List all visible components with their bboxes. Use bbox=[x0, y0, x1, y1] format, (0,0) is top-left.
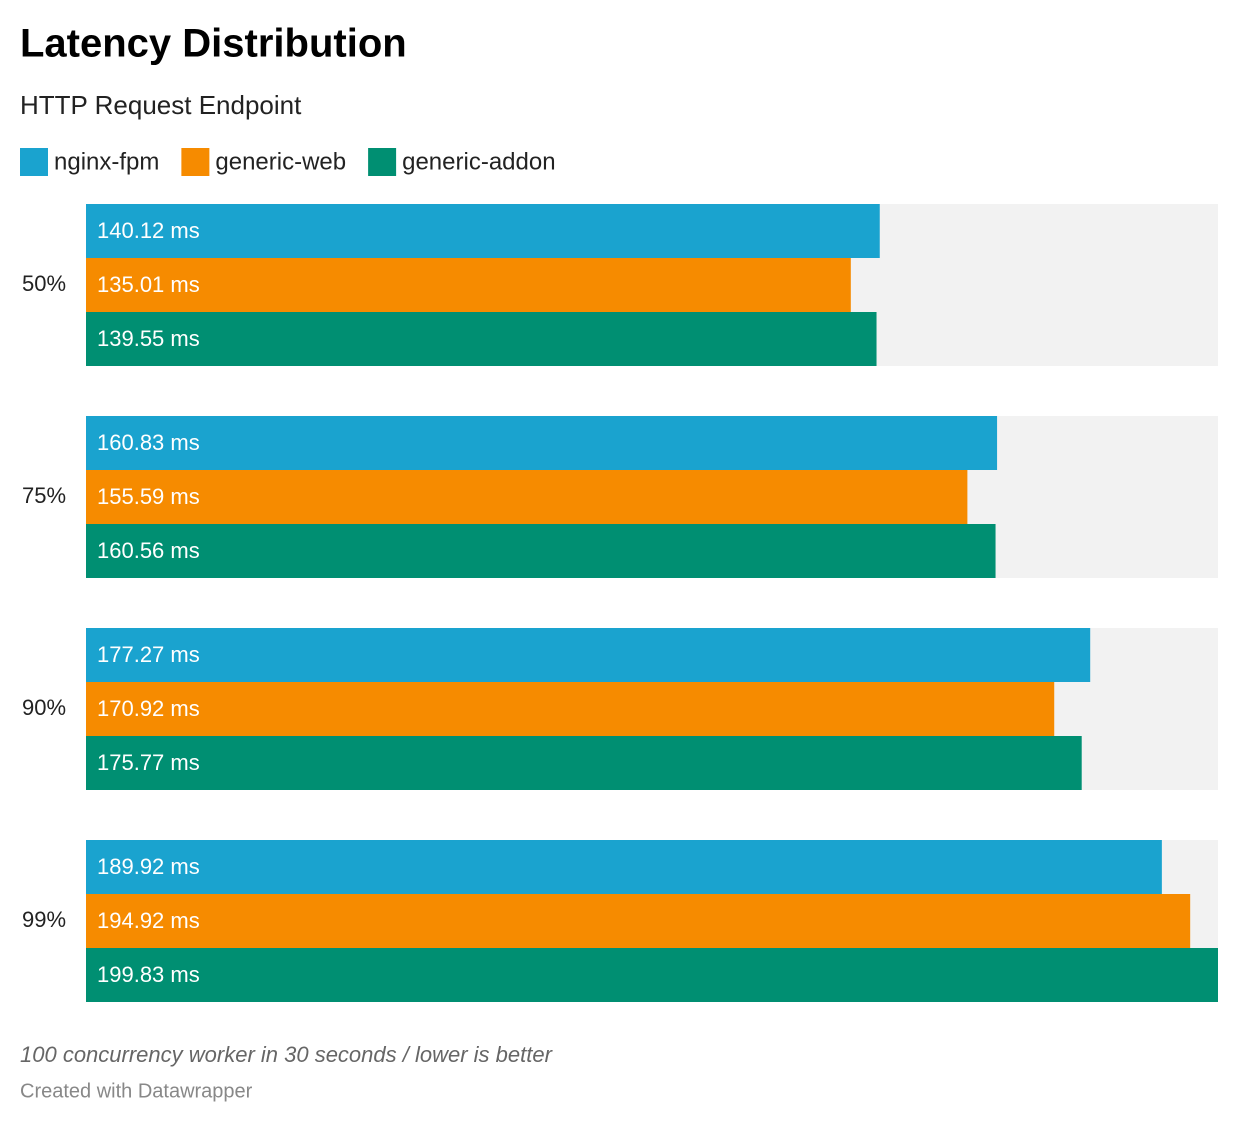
legend-swatch bbox=[181, 148, 210, 176]
bar bbox=[86, 416, 998, 470]
value-label: 199.83 ms bbox=[97, 962, 200, 987]
bar bbox=[86, 204, 880, 258]
category-label: 75% bbox=[22, 483, 66, 508]
legend-swatch bbox=[20, 148, 48, 176]
bar bbox=[86, 258, 851, 312]
bar bbox=[86, 470, 968, 524]
bar bbox=[86, 736, 1082, 790]
chart-subtitle: HTTP Request Endpoint bbox=[20, 90, 302, 120]
legend-swatch bbox=[368, 148, 397, 176]
legend-label: generic-addon bbox=[402, 148, 555, 175]
category-label: 50% bbox=[22, 271, 66, 296]
bar bbox=[86, 312, 877, 366]
category-label: 99% bbox=[22, 907, 66, 932]
bar bbox=[86, 894, 1191, 948]
value-label: 160.83 ms bbox=[97, 430, 200, 455]
legend-label: generic-web bbox=[215, 148, 346, 175]
value-label: 175.77 ms bbox=[97, 750, 200, 775]
value-label: 194.92 ms bbox=[97, 908, 200, 933]
chart-title: Latency Distribution bbox=[20, 22, 407, 66]
bar bbox=[86, 628, 1091, 682]
bar bbox=[86, 524, 996, 578]
value-label: 189.92 ms bbox=[97, 854, 200, 879]
value-label: 177.27 ms bbox=[97, 642, 200, 667]
value-label: 155.59 ms bbox=[97, 484, 200, 509]
credit: Created with Datawrapper bbox=[20, 1080, 253, 1102]
value-label: 160.56 ms bbox=[97, 538, 200, 563]
bar bbox=[86, 948, 1218, 1002]
legend-label: nginx-fpm bbox=[54, 148, 159, 175]
value-label: 135.01 ms bbox=[97, 272, 200, 297]
bar bbox=[86, 682, 1055, 736]
category-label: 90% bbox=[22, 695, 66, 720]
notes: 100 concurrency worker in 30 seconds / l… bbox=[20, 1042, 554, 1067]
value-label: 170.92 ms bbox=[97, 696, 200, 721]
value-label: 139.55 ms bbox=[97, 326, 200, 351]
bar bbox=[86, 840, 1162, 894]
value-label: 140.12 ms bbox=[97, 218, 200, 243]
